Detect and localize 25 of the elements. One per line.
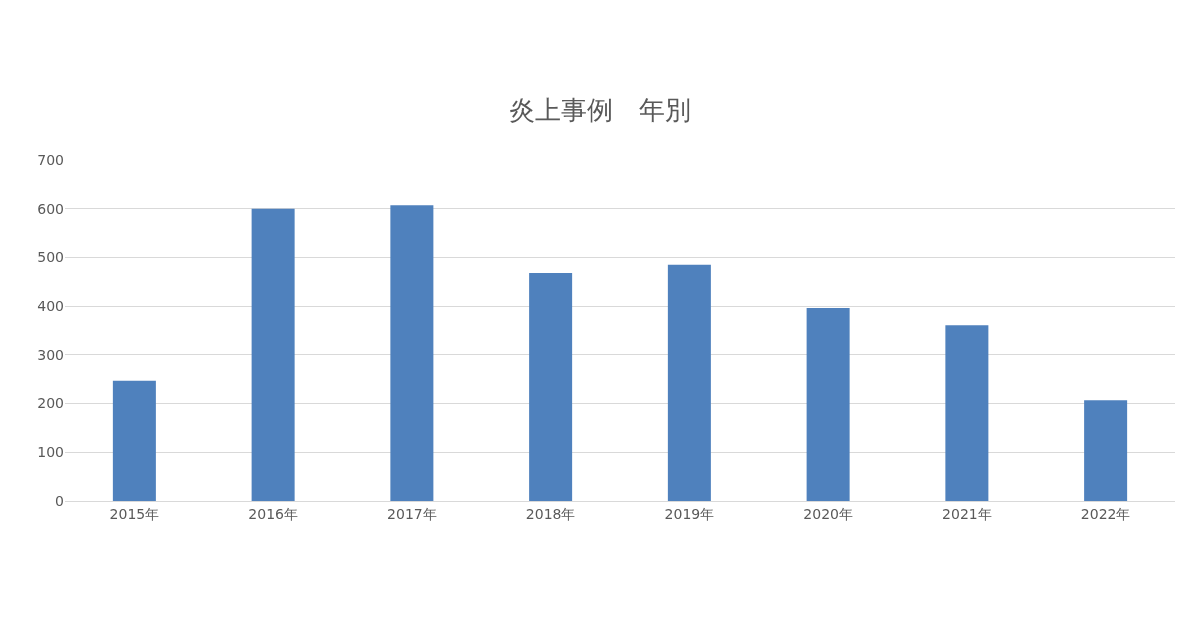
- bar: [529, 273, 573, 501]
- bar: [667, 264, 711, 501]
- y-tick-label: 500: [37, 249, 64, 266]
- bar: [251, 208, 295, 501]
- x-tick-label: 2018年: [525, 505, 576, 522]
- x-tick-label: 2020年: [803, 505, 853, 522]
- bar: [390, 205, 434, 501]
- y-tick-label: 0: [55, 492, 64, 509]
- x-tick-label: 2021年: [942, 505, 992, 522]
- bar: [112, 380, 156, 501]
- y-tick-label: 400: [37, 298, 64, 315]
- y-tick-label: 600: [37, 200, 64, 217]
- x-tick-label: 2022年: [1080, 505, 1131, 522]
- y-tick-label: 200: [37, 395, 64, 412]
- x-tick-label: 2016年: [248, 505, 298, 522]
- y-tick-label: 100: [37, 444, 64, 461]
- chart-title: 炎上事例 年別: [509, 95, 691, 126]
- bar: [1084, 400, 1128, 501]
- bar: [806, 308, 850, 501]
- bar: [945, 325, 989, 501]
- x-tick-label: 2019年: [664, 505, 715, 522]
- x-tick-label: 2017年: [387, 505, 437, 522]
- x-tick-label: 2015年: [109, 505, 160, 522]
- y-tick-label: 700: [37, 151, 64, 168]
- y-tick-label: 300: [37, 346, 64, 363]
